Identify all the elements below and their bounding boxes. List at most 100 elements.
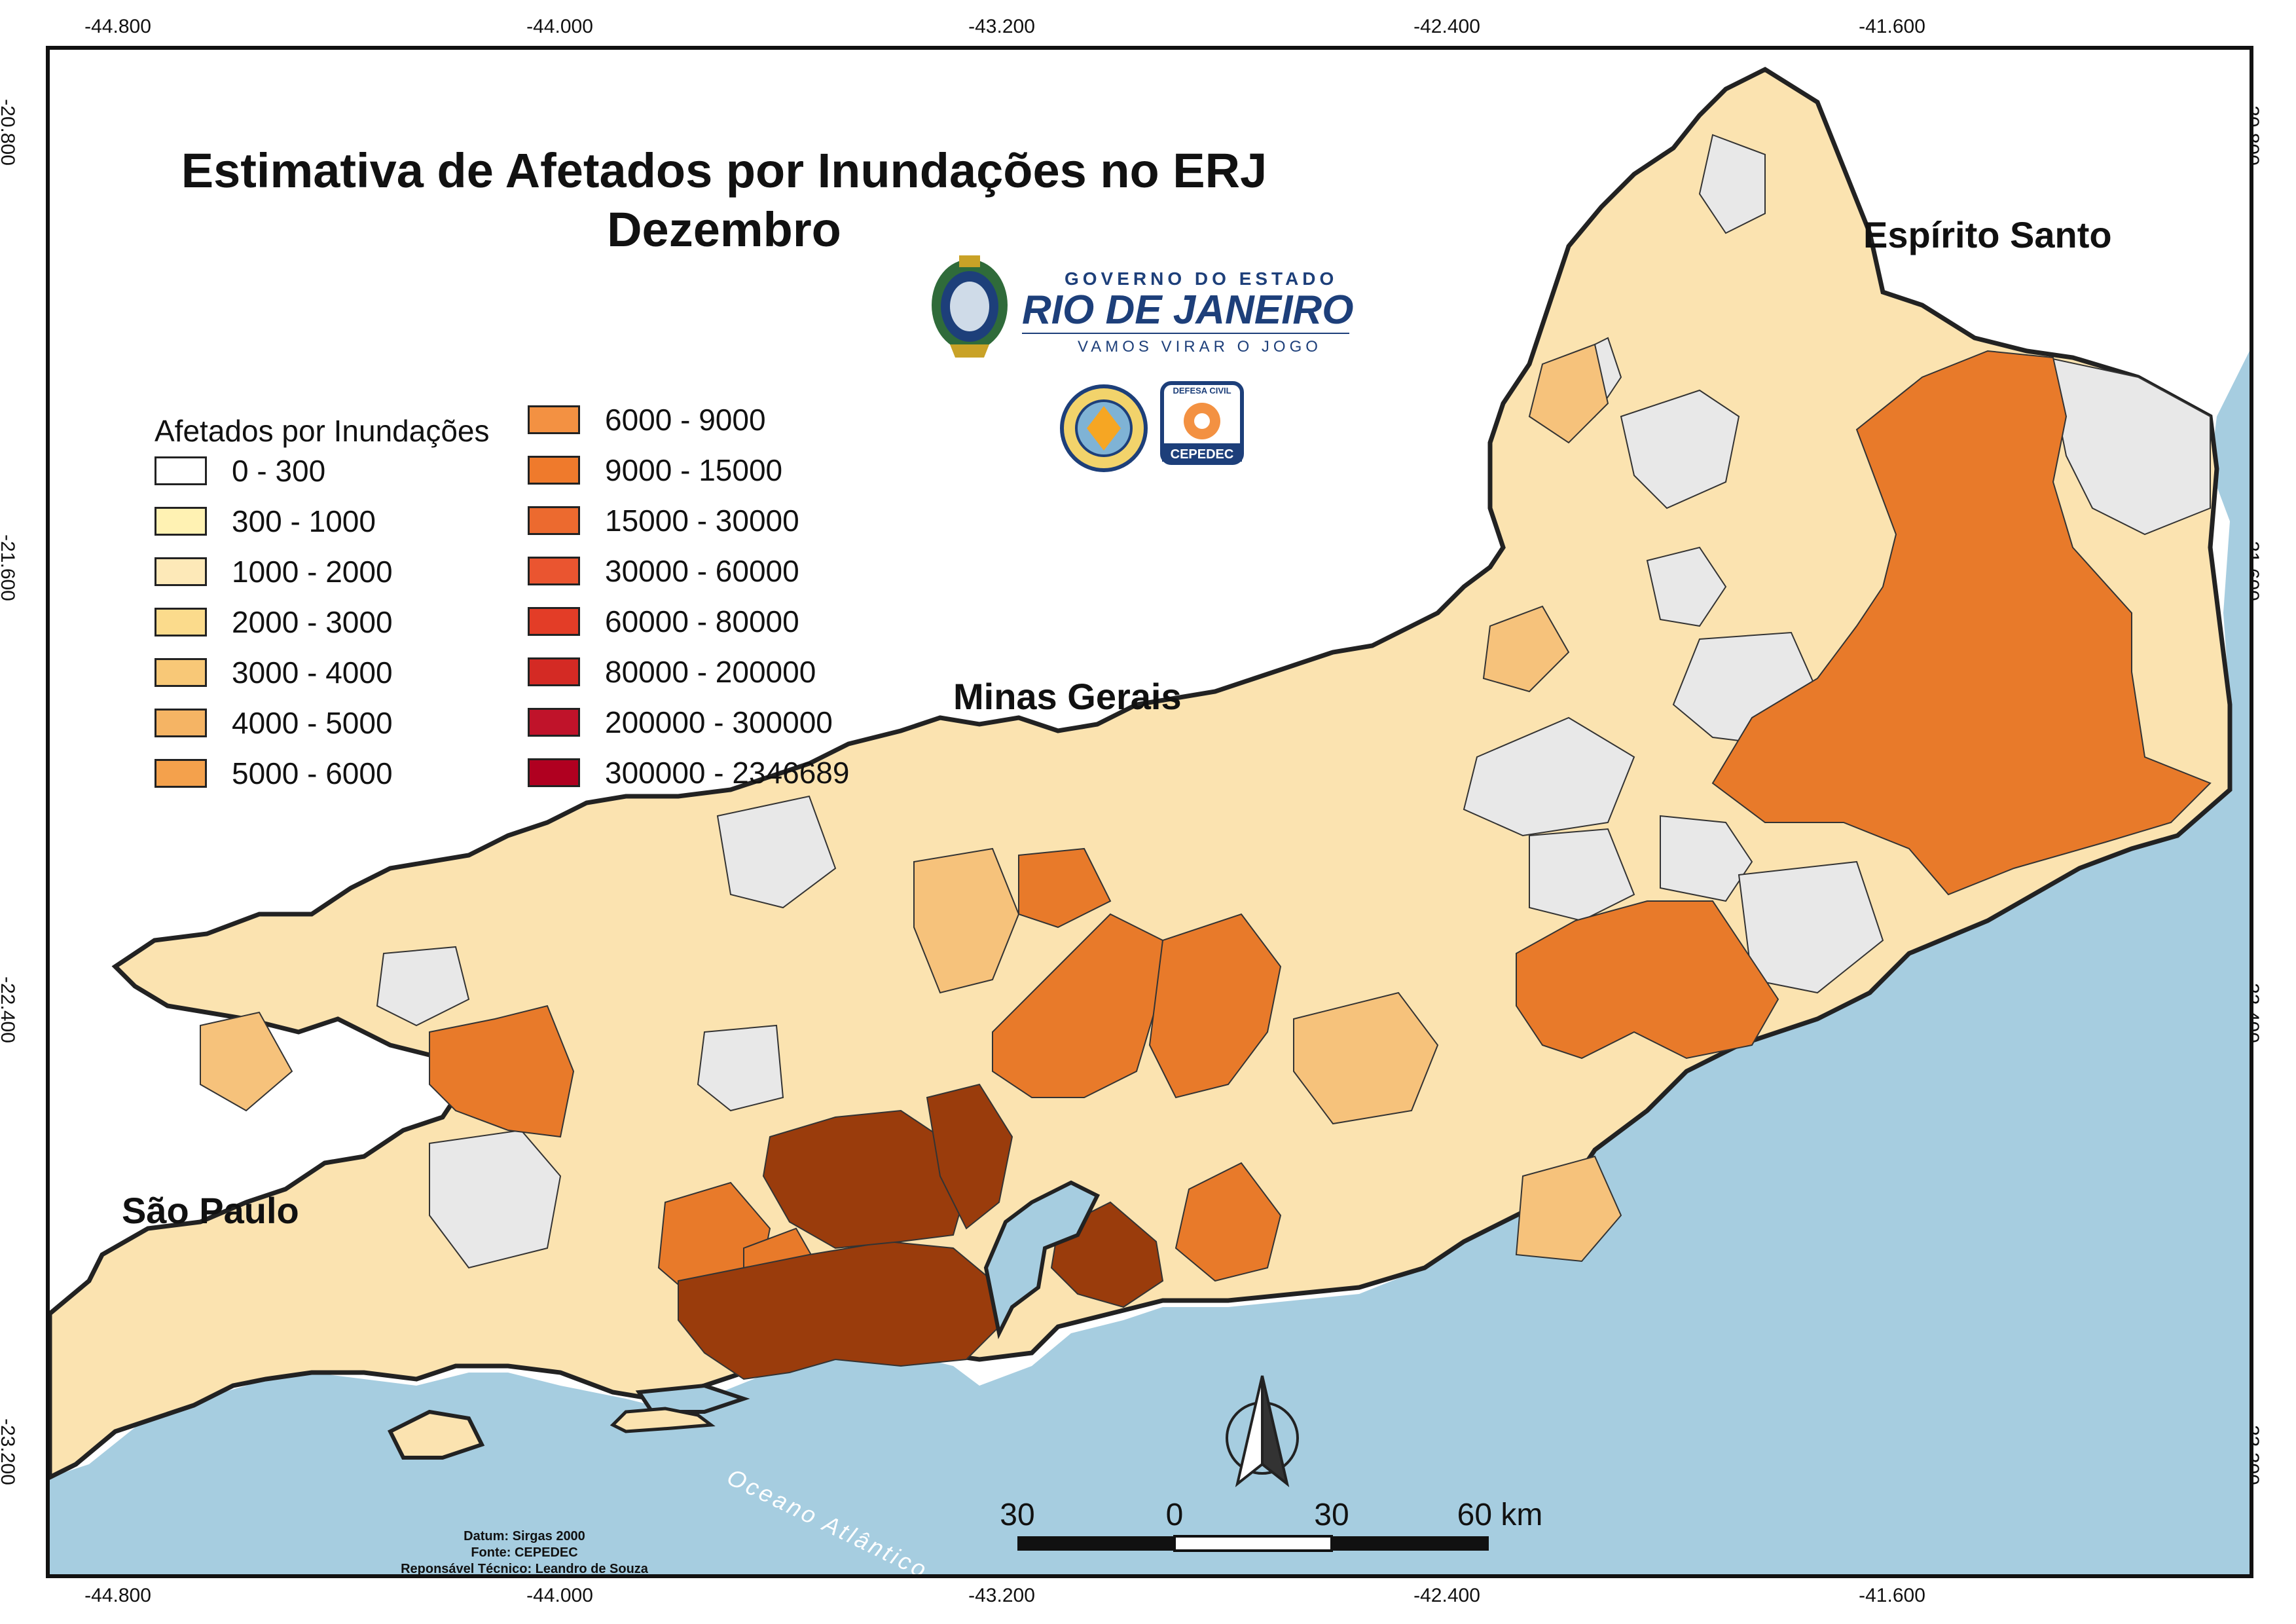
legend-title: Afetados por Inundações [155, 414, 490, 448]
guanabara-bay [983, 1180, 1101, 1340]
map-credits: Datum: Sirgas 2000 Fonte: CEPEDEC Repons… [377, 1528, 672, 1574]
municipalities-gray [376, 134, 2211, 1269]
municipality-orange-center-east[interactable] [1516, 900, 1779, 1060]
government-logo: GOVERNO DO ESTADO RIO DE JANEIRO VAMOS V… [924, 246, 1356, 371]
defesa-civil-label: DEFESA CIVIL [1173, 386, 1231, 396]
municipality-orange-center-1[interactable] [992, 913, 1164, 1098]
coord-lon-top-4: -42.400 [1413, 16, 1480, 37]
map-title-line1: Estimativa de Afetados por Inundações no… [181, 143, 1267, 198]
municipalities-dark [678, 1083, 1164, 1380]
municipality-orange-center-3[interactable] [1018, 847, 1112, 929]
legend-item-14: 300000 - 2346689 [528, 754, 849, 791]
municipality-gray-5[interactable] [2045, 356, 2211, 536]
municipality-gray-3[interactable] [1646, 546, 1727, 627]
map-canvas[interactable] [50, 50, 2250, 1574]
coord-lon-top-1: -44.800 [84, 16, 151, 37]
legend-swatch [155, 608, 207, 637]
legend-item-4: 3000 - 4000 [155, 654, 393, 691]
municipality-gray-2[interactable] [1620, 389, 1740, 509]
restinga-marambaia [610, 1407, 716, 1433]
coord-lon-top-3: -43.200 [968, 16, 1035, 37]
legend-label: 15000 - 30000 [605, 504, 799, 538]
credits-datum: Datum: Sirgas 2000 [464, 1529, 585, 1543]
coord-lon-bottom-3: -43.200 [968, 1585, 1035, 1606]
ictdec-seal-icon [1060, 384, 1148, 472]
legend-label: 80000 - 200000 [605, 655, 816, 689]
legend-swatch [528, 506, 580, 535]
legend-swatch [528, 657, 580, 686]
legend-swatch [155, 658, 207, 687]
coord-lon-bottom-4: -42.400 [1413, 1585, 1480, 1606]
legend-swatch [155, 557, 207, 586]
legend-item-5: 4000 - 5000 [155, 705, 393, 741]
ilha-grande [387, 1409, 485, 1460]
municipality-gray-4[interactable] [1698, 134, 1766, 234]
legend-label: 0 - 300 [232, 454, 326, 488]
municipality-gray-8[interactable] [1529, 828, 1635, 922]
municipality-tan-1[interactable] [913, 847, 1020, 994]
legend-item-10: 30000 - 60000 [528, 553, 799, 589]
gov-logo-divider [1022, 333, 1349, 334]
legend-item-11: 60000 - 80000 [528, 603, 799, 640]
coord-lon-top-5: -41.600 [1859, 16, 1925, 37]
label-sao-paulo: São Paulo [122, 1190, 299, 1231]
coord-lon-bottom-2: -44.000 [526, 1585, 593, 1606]
map-frame[interactable]: Estimativa de Afetados por Inundações no… [46, 46, 2253, 1578]
municipality-tan-2[interactable] [1293, 991, 1439, 1125]
municipality-tan-5[interactable] [1528, 343, 1609, 444]
legend-label: 200000 - 300000 [605, 705, 833, 739]
legend-label: 6000 - 9000 [605, 403, 766, 437]
legend-swatch [528, 758, 580, 787]
legend-label: 300000 - 2346689 [605, 756, 850, 790]
municipality-rio-capital[interactable] [678, 1240, 1007, 1380]
legend-item-2: 1000 - 2000 [155, 553, 393, 590]
municipality-gray-12[interactable] [376, 946, 470, 1027]
north-arrow-icon [1226, 1375, 1299, 1488]
legend-label: 60000 - 80000 [605, 604, 799, 638]
legend-label: 3000 - 4000 [232, 655, 393, 690]
municipality-gray-9[interactable] [1660, 815, 1753, 902]
scale-label-1: 30 [1000, 1498, 1035, 1532]
legend-swatch [528, 708, 580, 737]
legend-item-7: 6000 - 9000 [528, 401, 766, 438]
municipality-gray-7[interactable] [1463, 716, 1635, 837]
municipality-gray-11[interactable] [716, 795, 837, 909]
coord-lon-bottom-5: -41.600 [1859, 1585, 1925, 1606]
municipality-tan-3[interactable] [1515, 1155, 1622, 1263]
legend-swatch [155, 507, 207, 536]
scale-label-4: 60 km [1457, 1498, 1543, 1532]
map-title-line2: Dezembro [607, 202, 841, 257]
scale-bar [1017, 1535, 1489, 1552]
coord-lat-left-1: -20.800 [0, 99, 18, 166]
legend-item-3: 2000 - 3000 [155, 604, 393, 640]
coord-lon-bottom-1: -44.800 [84, 1585, 151, 1606]
municipalities-orange [429, 350, 2212, 1308]
legend-label: 9000 - 15000 [605, 453, 783, 487]
legend-swatch [155, 456, 207, 485]
coord-lat-left-3: -22.400 [0, 976, 18, 1043]
municipality-orange-ne[interactable] [1711, 350, 2212, 896]
municipality-baixada-1[interactable] [762, 1109, 968, 1249]
legend-item-12: 80000 - 200000 [528, 654, 816, 690]
gov-logo-slogan: VAMOS VIRAR O JOGO [1078, 338, 1322, 356]
municipality-gray-14[interactable] [697, 1024, 784, 1112]
legend-label: 300 - 1000 [232, 504, 376, 538]
credits-source: Fonte: CEPEDEC [471, 1545, 578, 1560]
label-espirito-santo: Espírito Santo [1863, 214, 2112, 255]
legend-swatch [155, 759, 207, 788]
municipality-tan-6[interactable] [1482, 605, 1570, 693]
municipality-orange-center-2[interactable] [1148, 913, 1282, 1099]
coord-lon-top-2: -44.000 [526, 16, 593, 37]
municipality-tan-4[interactable] [200, 1011, 293, 1112]
legend-item-6: 5000 - 6000 [155, 755, 393, 792]
coord-lat-left-2: -21.600 [0, 534, 18, 601]
legend-label: 2000 - 3000 [232, 605, 393, 639]
municipality-orange-west[interactable] [429, 1005, 575, 1138]
municipalities-tan [200, 343, 1622, 1263]
cepedec-label: CEPEDEC [1170, 447, 1234, 462]
municipality-orange-metro-east[interactable] [1175, 1162, 1282, 1282]
defesa-civil-icon [1160, 381, 1244, 465]
coat-of-arms-icon [932, 255, 1008, 358]
legend-item-8: 9000 - 15000 [528, 452, 782, 489]
municipality-baixada-2[interactable] [926, 1083, 1013, 1230]
